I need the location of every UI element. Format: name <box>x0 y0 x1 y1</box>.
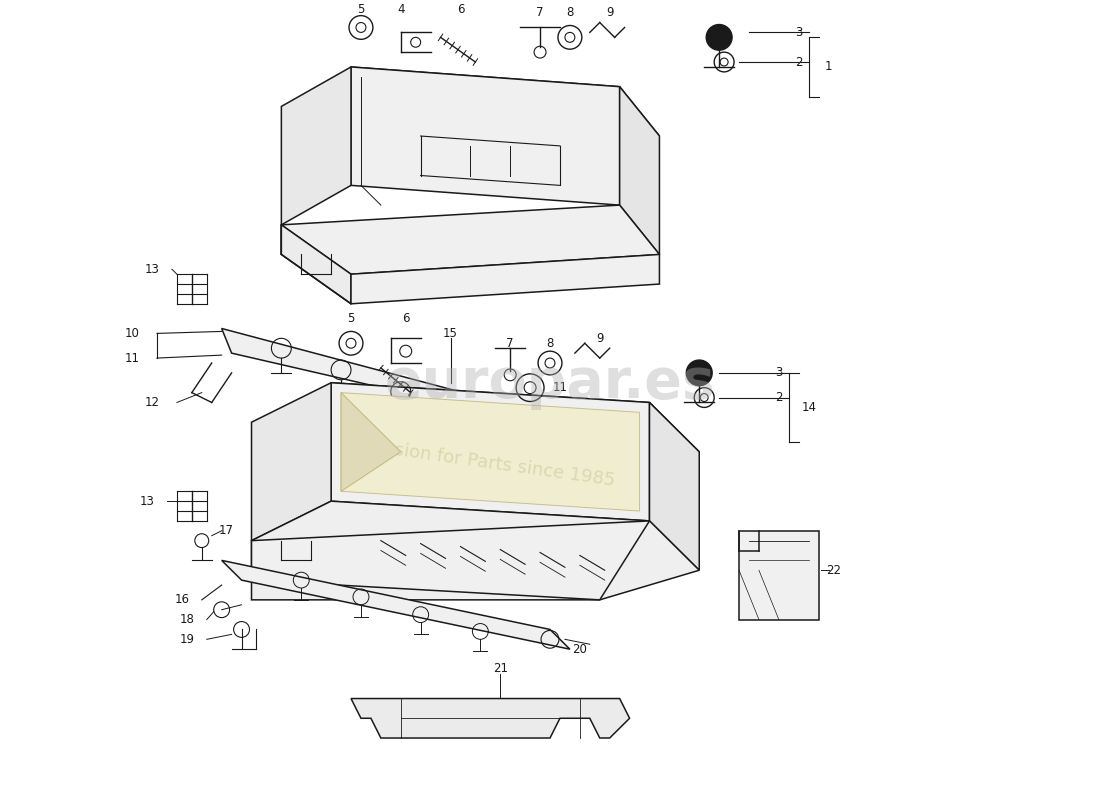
Text: 16: 16 <box>175 594 189 606</box>
Text: 3: 3 <box>795 26 802 39</box>
Polygon shape <box>331 382 649 521</box>
Polygon shape <box>351 254 659 304</box>
Text: 8: 8 <box>566 6 573 19</box>
Text: 19: 19 <box>179 633 195 646</box>
Text: 12: 12 <box>144 396 159 409</box>
Text: 13: 13 <box>140 494 154 508</box>
Polygon shape <box>341 393 639 511</box>
Text: 11: 11 <box>124 351 140 365</box>
Text: 11: 11 <box>552 381 568 394</box>
Text: 2: 2 <box>776 391 782 404</box>
Polygon shape <box>341 393 400 491</box>
Text: 5: 5 <box>358 3 364 16</box>
Text: 6: 6 <box>402 312 409 325</box>
Text: 3: 3 <box>776 366 782 379</box>
Text: 21: 21 <box>493 662 508 675</box>
Text: a passion for Parts since 1985: a passion for Parts since 1985 <box>344 434 616 490</box>
Text: 10: 10 <box>124 327 140 340</box>
Text: 15: 15 <box>443 327 458 340</box>
Text: 5: 5 <box>348 312 354 325</box>
Text: 18: 18 <box>179 613 195 626</box>
Text: 17: 17 <box>219 524 234 538</box>
Text: 7: 7 <box>506 337 514 350</box>
Polygon shape <box>351 67 659 136</box>
Text: 9: 9 <box>606 6 614 19</box>
Text: 9: 9 <box>596 332 604 345</box>
Polygon shape <box>222 329 510 418</box>
Text: 14: 14 <box>801 401 816 414</box>
Polygon shape <box>282 67 351 225</box>
Text: 22: 22 <box>826 564 842 577</box>
Circle shape <box>686 360 712 386</box>
Polygon shape <box>619 86 659 254</box>
Polygon shape <box>351 67 619 205</box>
Text: 20: 20 <box>572 642 587 656</box>
Polygon shape <box>222 560 570 649</box>
Polygon shape <box>252 382 331 541</box>
Text: europar.es: europar.es <box>385 356 715 410</box>
Text: 8: 8 <box>547 337 553 350</box>
Text: 13: 13 <box>144 262 159 276</box>
Circle shape <box>706 25 733 50</box>
Text: 6: 6 <box>456 3 464 16</box>
Polygon shape <box>649 402 700 570</box>
Text: 4: 4 <box>397 3 405 16</box>
Polygon shape <box>739 530 818 619</box>
Text: 2: 2 <box>795 55 803 69</box>
Polygon shape <box>331 382 700 452</box>
Polygon shape <box>252 501 700 600</box>
Polygon shape <box>252 521 649 600</box>
Text: 7: 7 <box>537 6 543 19</box>
Polygon shape <box>351 698 629 738</box>
Text: 1: 1 <box>825 61 833 74</box>
Polygon shape <box>282 205 659 274</box>
Polygon shape <box>282 225 351 304</box>
